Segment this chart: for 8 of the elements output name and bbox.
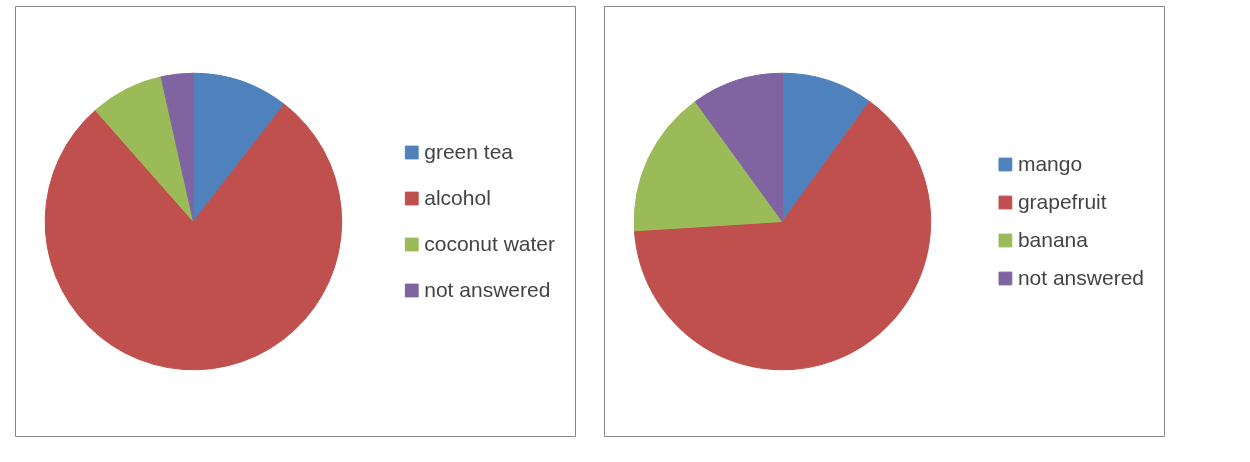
legend-label: not answered <box>1017 266 1144 290</box>
legend-label: mango <box>1017 152 1083 176</box>
legend-label: green tea <box>424 140 513 164</box>
legend-label: grapefruit <box>1017 190 1107 214</box>
legend-label: alcohol <box>424 186 491 210</box>
legend-label: coconut water <box>424 232 555 256</box>
legend-label: not answered <box>424 278 551 302</box>
legend-label: banana <box>1017 228 1088 252</box>
